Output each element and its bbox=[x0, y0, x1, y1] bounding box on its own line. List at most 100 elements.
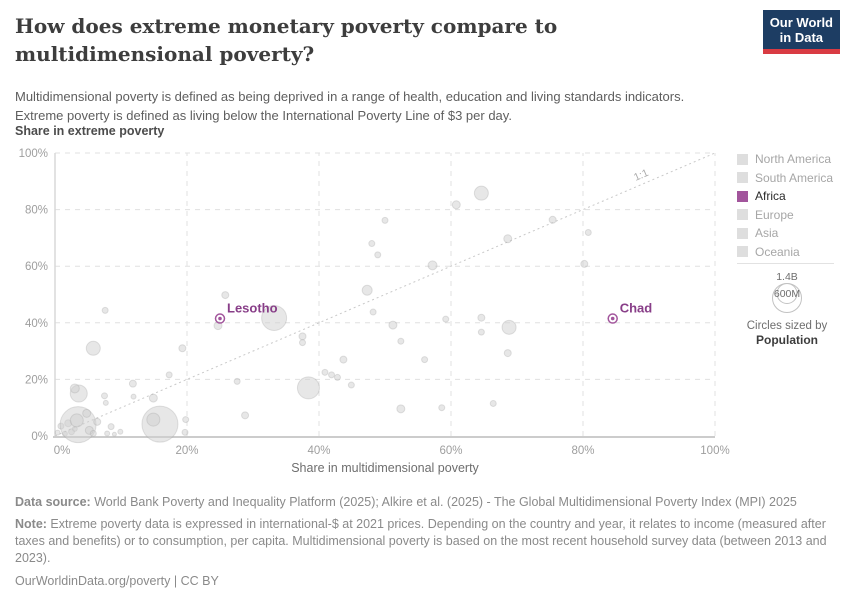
country-point[interactable] bbox=[54, 429, 61, 436]
data-source-prefix: Data source: bbox=[15, 495, 91, 509]
license-line[interactable]: OurWorldinData.org/poverty | CC BY bbox=[15, 574, 219, 588]
country-point[interactable] bbox=[93, 417, 102, 426]
legend-item-south-america[interactable]: South America bbox=[737, 169, 842, 188]
size-legend: 1.4B 600M Circles sized by Population bbox=[735, 269, 839, 347]
y-tick-label: 100% bbox=[19, 148, 48, 160]
legend-swatch bbox=[737, 190, 748, 202]
country-point[interactable] bbox=[104, 430, 111, 437]
legend-item-label: North America bbox=[755, 152, 832, 167]
country-point[interactable] bbox=[368, 240, 376, 248]
legend-item-oceania[interactable]: Oceania bbox=[737, 243, 842, 262]
country-point[interactable] bbox=[451, 200, 461, 210]
country-point[interactable] bbox=[111, 431, 117, 437]
country-point[interactable] bbox=[141, 405, 179, 443]
country-point[interactable] bbox=[501, 319, 517, 335]
country-point[interactable] bbox=[82, 408, 92, 418]
country-point[interactable] bbox=[89, 429, 97, 437]
country-point[interactable] bbox=[178, 344, 187, 353]
country-point[interactable] bbox=[117, 428, 124, 435]
legend-item-asia[interactable]: Asia bbox=[737, 224, 842, 243]
country-point[interactable] bbox=[181, 428, 189, 436]
country-point[interactable] bbox=[69, 413, 84, 428]
country-point[interactable] bbox=[489, 399, 497, 407]
size-legend-caption: Circles sized by bbox=[746, 320, 828, 332]
country-point[interactable] bbox=[107, 423, 115, 431]
country-point[interactable] bbox=[427, 260, 438, 271]
size-legend-small-label: 600M bbox=[774, 288, 800, 300]
country-point[interactable] bbox=[298, 332, 307, 341]
legend-swatch bbox=[737, 153, 748, 165]
country-point[interactable] bbox=[477, 328, 485, 336]
highlight-chad[interactable]: Chad bbox=[607, 301, 652, 324]
country-point[interactable] bbox=[261, 304, 288, 331]
country-point[interactable] bbox=[101, 392, 108, 400]
country-point[interactable] bbox=[233, 377, 241, 385]
page-title: How does extreme monetary poverty compar… bbox=[15, 14, 558, 66]
country-point[interactable] bbox=[182, 416, 190, 424]
country-point[interactable] bbox=[397, 337, 405, 345]
country-point[interactable] bbox=[321, 368, 329, 376]
country-point[interactable] bbox=[503, 349, 512, 358]
country-point[interactable] bbox=[477, 313, 486, 322]
continent-legend: North America South America Africa Europe As… bbox=[737, 150, 842, 261]
country-point[interactable] bbox=[101, 306, 109, 314]
highlight-dot[interactable] bbox=[610, 316, 615, 321]
country-point[interactable] bbox=[102, 399, 109, 406]
country-point[interactable] bbox=[361, 284, 373, 296]
country-point[interactable] bbox=[148, 393, 158, 403]
country-point[interactable] bbox=[241, 411, 250, 420]
country-point[interactable] bbox=[580, 259, 589, 268]
country-point[interactable] bbox=[584, 229, 592, 237]
highlight-ring[interactable] bbox=[607, 313, 618, 324]
legend-swatch bbox=[737, 246, 748, 258]
legend-item-europe[interactable]: Europe bbox=[737, 206, 842, 225]
highlight-ring[interactable] bbox=[214, 313, 226, 324]
country-point[interactable] bbox=[69, 383, 80, 394]
country-point[interactable] bbox=[128, 379, 137, 388]
scatter-plot[interactable]: 1:1 Lesotho Chad 0% 20% 40% 60% 80% 100% 0% 20% 40%… bbox=[0, 140, 735, 465]
country-point[interactable] bbox=[421, 356, 429, 364]
y-tick-label: 60% bbox=[25, 261, 48, 273]
legend-item-label: Europe bbox=[755, 207, 794, 222]
legend-item-north-america[interactable]: North America bbox=[737, 150, 842, 169]
country-point[interactable] bbox=[388, 320, 398, 330]
country-point[interactable] bbox=[438, 404, 446, 412]
x-tick-label: 80% bbox=[571, 445, 594, 457]
owid-logo[interactable]: Our World in Data bbox=[762, 10, 840, 54]
country-point[interactable] bbox=[333, 373, 341, 381]
size-legend-caption-bold: Population bbox=[756, 333, 818, 347]
legend-item-africa[interactable]: Africa bbox=[737, 187, 842, 206]
country-point[interactable] bbox=[130, 393, 137, 400]
legend-item-label: Oceania bbox=[755, 244, 800, 259]
country-point[interactable] bbox=[369, 308, 377, 316]
y-tick-label: 20% bbox=[25, 374, 48, 386]
country-point[interactable] bbox=[396, 404, 406, 414]
country-point[interactable] bbox=[221, 291, 230, 300]
country-point[interactable] bbox=[503, 234, 513, 244]
country-point[interactable] bbox=[548, 215, 557, 224]
chart-subtitle: Multidimensional poverty is defined as b… bbox=[15, 87, 833, 125]
owid-logo-line2: in Data bbox=[779, 30, 824, 45]
country-point[interactable] bbox=[85, 340, 101, 356]
x-tick-label: 100% bbox=[700, 445, 729, 457]
country-point[interactable] bbox=[296, 376, 320, 400]
country-point[interactable] bbox=[328, 371, 336, 379]
x-tick-label: 20% bbox=[175, 445, 198, 457]
highlight-lesotho[interactable]: Lesotho bbox=[214, 301, 278, 324]
country-point[interactable] bbox=[381, 216, 389, 224]
country-point[interactable] bbox=[473, 185, 489, 201]
note-text: Extreme poverty data is expressed in int… bbox=[15, 517, 827, 565]
size-legend-big-label: 1.4B bbox=[776, 271, 798, 283]
legend-item-label: Asia bbox=[755, 226, 779, 241]
country-point[interactable] bbox=[442, 315, 450, 323]
country-points[interactable] bbox=[54, 185, 592, 444]
country-point[interactable] bbox=[347, 381, 355, 389]
legend-item-label: Africa bbox=[755, 189, 786, 204]
country-point[interactable] bbox=[165, 371, 173, 379]
country-point[interactable] bbox=[374, 251, 382, 259]
country-point[interactable] bbox=[299, 339, 306, 347]
country-point[interactable] bbox=[339, 355, 348, 364]
highlight-dot[interactable] bbox=[218, 316, 222, 321]
country-point[interactable] bbox=[146, 412, 161, 427]
